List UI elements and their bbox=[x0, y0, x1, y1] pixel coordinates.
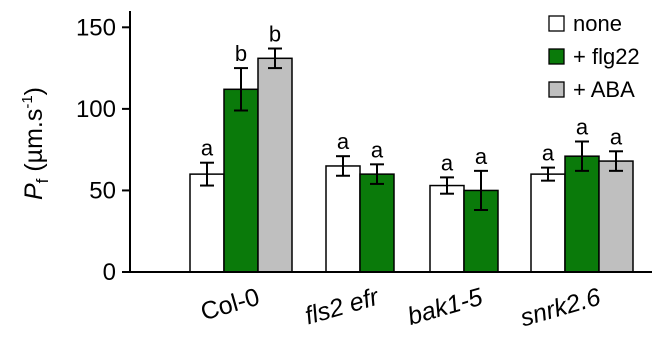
bar bbox=[564, 155, 600, 273]
bar-group: aa a bbox=[530, 115, 634, 273]
x-category-label: snrk2.6 bbox=[517, 283, 604, 333]
x-category-label: fls2 efr bbox=[302, 282, 383, 330]
y-tick-label: 50 bbox=[89, 177, 116, 204]
y-tick-label: 0 bbox=[103, 259, 116, 286]
significance-letter: a bbox=[371, 137, 384, 162]
x-category-label: bak1-5 bbox=[404, 283, 485, 331]
y-axis-unit: (µm.s bbox=[20, 109, 48, 179]
bar bbox=[429, 184, 465, 273]
significance-letter: a bbox=[576, 115, 589, 140]
legend-label: none bbox=[573, 11, 622, 36]
y-axis-unit-superscript: -1 bbox=[19, 95, 36, 108]
x-category-label: Col-0 bbox=[198, 283, 263, 326]
bar bbox=[257, 57, 293, 273]
legend-label: + ABA bbox=[573, 77, 635, 102]
significance-letter: a bbox=[201, 136, 214, 161]
legend-swatch bbox=[548, 81, 565, 98]
y-axis-unit-close: ) bbox=[20, 87, 48, 95]
y-tick-label: 150 bbox=[76, 14, 116, 41]
significance-letter: a bbox=[610, 124, 623, 149]
significance-letter: a bbox=[475, 144, 488, 169]
legend-swatch bbox=[548, 15, 565, 32]
legend-swatch bbox=[548, 48, 565, 65]
y-axis-title: Pf (µm.s-1) bbox=[19, 87, 52, 200]
y-axis-title-text: Pf (µm.s-1) bbox=[19, 87, 52, 200]
x-axis: Col-0 fls2 efr bak1-5 snrk2.6 bbox=[130, 271, 652, 333]
y-axis: 0 50 100 150 bbox=[76, 11, 131, 286]
y-axis-symbol: P bbox=[20, 183, 48, 200]
bar bbox=[189, 173, 225, 273]
bar bbox=[223, 88, 259, 273]
significance-letter: b bbox=[269, 22, 281, 47]
significance-letter: a bbox=[542, 141, 555, 166]
y-tick-label: 100 bbox=[76, 96, 116, 123]
bar bbox=[359, 173, 395, 273]
legend-label: + flg22 bbox=[573, 44, 640, 69]
bar bbox=[598, 160, 634, 273]
bar bbox=[325, 165, 361, 273]
significance-letter: b bbox=[235, 41, 247, 66]
legend: none + flg22 + ABA bbox=[548, 11, 640, 102]
bar-group: a bb bbox=[189, 22, 293, 273]
significance-letter: a bbox=[441, 150, 454, 175]
y-axis-subscript: f bbox=[33, 178, 52, 183]
significance-letter: a bbox=[337, 129, 350, 154]
bar bbox=[530, 173, 566, 273]
